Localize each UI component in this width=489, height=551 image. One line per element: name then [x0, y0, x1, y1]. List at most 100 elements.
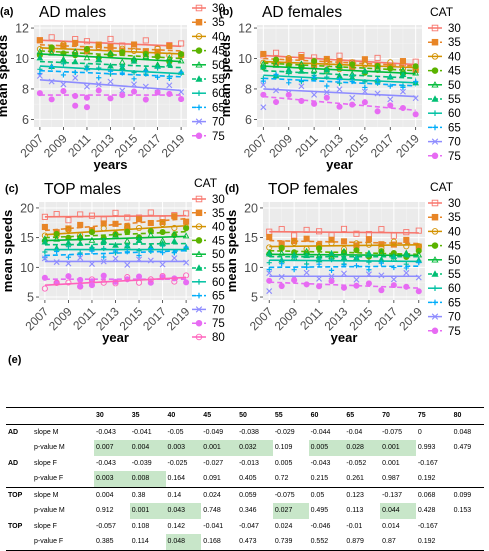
table-cell: 0.123	[344, 486, 381, 503]
point	[171, 278, 178, 285]
table-cell: 0.153	[453, 507, 472, 514]
point	[278, 226, 285, 233]
legend-label: 55	[212, 263, 225, 275]
point	[365, 236, 372, 243]
panel-letter: (c)	[5, 183, 19, 195]
point	[378, 249, 385, 256]
table-cell: 0.008	[129, 471, 166, 487]
point	[112, 248, 119, 254]
legend-label: 50	[212, 249, 225, 261]
point	[72, 69, 78, 76]
table-cell: -0.041	[131, 428, 152, 436]
point	[147, 257, 154, 264]
point	[170, 231, 178, 238]
point	[107, 49, 114, 56]
column-header: 50	[237, 407, 273, 425]
point	[36, 54, 44, 61]
point	[365, 249, 373, 256]
point	[303, 269, 310, 276]
point	[159, 273, 166, 280]
row-metric: slope M	[34, 428, 59, 436]
column-header: 40	[165, 407, 202, 425]
point	[36, 72, 43, 79]
point	[119, 92, 126, 99]
point	[178, 96, 185, 103]
legend-key-marker	[195, 61, 203, 68]
point	[403, 243, 410, 250]
table-cell: -0.013	[239, 459, 259, 467]
point	[100, 225, 107, 232]
point	[76, 232, 84, 239]
table-cell: -0.029	[274, 428, 295, 436]
point	[166, 82, 173, 89]
x-axis-label: year	[102, 330, 129, 345]
legend-key-marker	[196, 279, 202, 285]
legend-title: CAT	[430, 180, 454, 194]
legend-label: 45	[448, 241, 461, 253]
point	[353, 282, 360, 289]
row-metric: slope F	[34, 522, 57, 530]
table-cell: 0.479	[453, 444, 472, 451]
point	[390, 232, 397, 239]
table-cell: 0.114	[129, 534, 166, 551]
point	[378, 260, 384, 266]
point	[349, 101, 356, 108]
legend-key-marker	[195, 250, 203, 257]
point	[387, 96, 394, 103]
point	[136, 252, 142, 259]
point	[403, 236, 410, 243]
point	[48, 49, 56, 56]
point	[378, 241, 385, 248]
legend-key-marker	[196, 90, 202, 96]
point	[272, 56, 280, 63]
point	[48, 34, 55, 41]
point	[387, 83, 393, 89]
point	[178, 51, 185, 58]
point	[130, 47, 138, 55]
row-metric: p-value F	[34, 475, 64, 482]
point	[147, 209, 154, 216]
point	[83, 38, 91, 45]
legend-label: 60	[448, 108, 461, 120]
x-tick-label: 2019	[164, 304, 193, 333]
point	[159, 250, 166, 256]
table-cell: 0.001	[201, 440, 238, 456]
row-group: AD	[8, 428, 19, 436]
legend-label: 60	[212, 88, 225, 100]
table-cell: 0.059	[237, 486, 273, 503]
point	[53, 279, 60, 287]
y-tick-label: 5	[251, 291, 258, 305]
point	[291, 237, 298, 245]
point	[361, 99, 368, 106]
row-metric: p-value F	[32, 534, 94, 551]
point	[353, 255, 360, 261]
point	[135, 279, 143, 286]
point	[336, 52, 343, 59]
column-header: 45	[201, 407, 238, 425]
point	[403, 265, 409, 271]
legend-label: 40	[448, 226, 461, 238]
x-tick-label: 2007	[17, 131, 46, 160]
table-row: AD slope F -0.043 -0.039 -0.025 -0.027 -0.013 0…	[6, 456, 484, 472]
point	[107, 95, 114, 102]
legend-key-marker	[196, 292, 202, 299]
point	[340, 225, 348, 232]
point	[119, 87, 126, 94]
point	[154, 45, 161, 52]
point	[177, 57, 185, 64]
outlier-point	[88, 282, 96, 289]
x-tick-label: 2009	[272, 304, 301, 333]
table-cell: 0.192	[415, 534, 452, 551]
row-group: TOP	[6, 486, 32, 503]
table-cell: 0.091	[203, 475, 221, 482]
point	[362, 84, 368, 91]
x-tick-label: 2007	[241, 131, 270, 160]
point	[273, 71, 279, 77]
table-cell: 0.192	[417, 475, 436, 482]
x-tick-label: 2009	[41, 131, 70, 160]
row-metric: p-value M	[34, 507, 65, 514]
outlier-point	[260, 104, 267, 111]
table-cell: 0.495	[310, 507, 329, 514]
legend-title: CAT	[194, 176, 218, 190]
section-e-label: (e)	[8, 354, 22, 366]
